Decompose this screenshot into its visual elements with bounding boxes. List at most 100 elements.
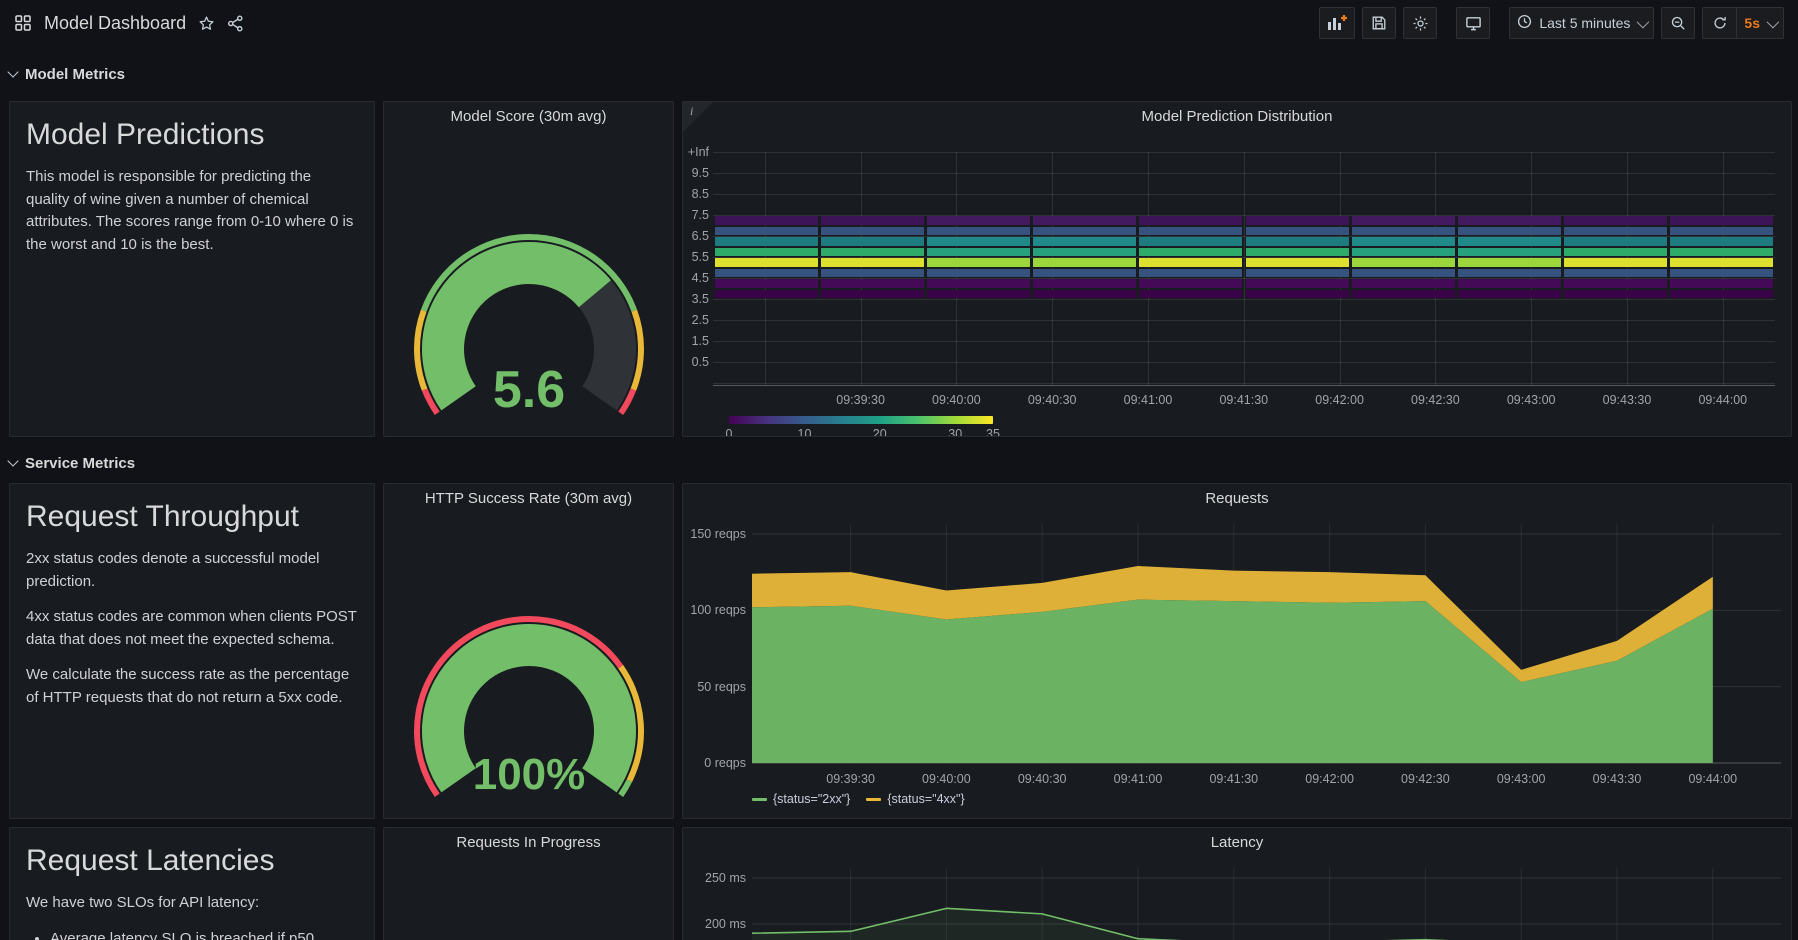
heatmap-cell[interactable] (820, 216, 924, 225)
heatmap-cell[interactable] (1139, 258, 1243, 267)
heatmap-cell[interactable] (1351, 247, 1455, 256)
heatmap-cell[interactable] (1670, 226, 1774, 235)
heatmap-cell[interactable] (1351, 237, 1455, 246)
section-model-metrics[interactable]: Model Metrics (7, 60, 1789, 88)
time-range-picker[interactable]: Last 5 minutes (1509, 7, 1655, 39)
prediction-distribution-heatmap[interactable]: +Inf 9.5 8.5 7.5 6.5 5.5 4.5 3.5 2.5 1.5 0.5 09:39:… (683, 102, 1791, 436)
heatmap-cell[interactable] (1139, 289, 1243, 298)
heatmap-cell[interactable] (714, 247, 818, 256)
heatmap-cell[interactable] (1245, 226, 1349, 235)
heatmap-cell[interactable] (1564, 237, 1668, 246)
panel-title[interactable]: Latency (1210, 834, 1264, 851)
heatmap-cell[interactable] (820, 247, 924, 256)
heatmap-cell[interactable] (820, 289, 924, 298)
heatmap-cell[interactable] (1564, 258, 1668, 267)
heatmap-cell[interactable] (714, 279, 818, 288)
heatmap-cell[interactable] (1245, 258, 1349, 267)
heatmap-cell[interactable] (1245, 237, 1349, 246)
section-service-metrics[interactable]: Service Metrics (7, 449, 1789, 477)
heatmap-cell[interactable] (714, 216, 818, 225)
heatmap-cell[interactable] (1564, 289, 1668, 298)
heatmap-cell[interactable] (1245, 268, 1349, 277)
heatmap-cell[interactable] (714, 258, 818, 267)
heatmap-cell[interactable] (1670, 258, 1774, 267)
heatmap-cell[interactable] (1351, 289, 1455, 298)
apps-grid-icon[interactable] (14, 14, 32, 32)
heatmap-cell[interactable] (1351, 268, 1455, 277)
heatmap-cell[interactable] (1033, 237, 1137, 246)
heatmap-cell[interactable] (1033, 226, 1137, 235)
heatmap-cell[interactable] (926, 237, 1031, 246)
heatmap-cell[interactable] (1033, 289, 1137, 298)
heatmap-cell[interactable] (1245, 216, 1349, 225)
heatmap-cell[interactable] (1564, 247, 1668, 256)
heatmap-cell[interactable] (1457, 279, 1562, 288)
heatmap-cell[interactable] (1033, 279, 1137, 288)
heatmap-cell[interactable] (1457, 226, 1562, 235)
heatmap-cell[interactable] (1457, 216, 1562, 225)
heatmap-cell[interactable] (926, 279, 1031, 288)
heatmap-cell[interactable] (1139, 226, 1243, 235)
zoom-out-button[interactable] (1661, 7, 1696, 39)
latency-chart[interactable]: 250 ms 200 ms (683, 828, 1791, 940)
refresh-interval-dropdown[interactable]: 5s (1736, 7, 1784, 39)
heatmap-cell[interactable] (1457, 247, 1562, 256)
heatmap-cell[interactable] (926, 247, 1031, 256)
heatmap-cell[interactable] (1564, 268, 1668, 277)
tv-mode-button[interactable] (1456, 7, 1491, 39)
heatmap-cell[interactable] (1351, 279, 1455, 288)
panel-title[interactable]: Requests In Progress (456, 834, 601, 851)
heatmap-cell[interactable] (1670, 279, 1774, 288)
heatmap-cell[interactable] (1564, 216, 1668, 225)
heatmap-cell[interactable] (1351, 258, 1455, 267)
share-icon[interactable] (227, 15, 244, 32)
heatmap-cell[interactable] (1033, 268, 1137, 277)
save-dashboard-button[interactable] (1362, 7, 1397, 39)
heatmap-cell[interactable] (820, 258, 924, 267)
heatmap-cell[interactable] (1139, 247, 1243, 256)
heatmap-cell[interactable] (926, 268, 1031, 277)
heatmap-cell[interactable] (1564, 226, 1668, 235)
panel-title[interactable]: Model Prediction Distribution (1141, 108, 1333, 125)
panel-title[interactable]: Requests (1205, 490, 1269, 507)
heatmap-cell[interactable] (1245, 247, 1349, 256)
heatmap-cell[interactable] (1245, 289, 1349, 298)
success-rate-gauge[interactable]: 100% (384, 514, 673, 814)
heatmap-cell[interactable] (714, 226, 818, 235)
heatmap-cell[interactable] (1564, 279, 1668, 288)
heatmap-cell[interactable] (1139, 268, 1243, 277)
heatmap-cell[interactable] (714, 289, 818, 298)
legend-item[interactable]: {status="2xx"} (752, 792, 850, 806)
legend-item[interactable]: {status="4xx"} (866, 792, 965, 806)
dashboard-settings-button[interactable] (1403, 7, 1438, 39)
heatmap-cell[interactable] (1670, 247, 1774, 256)
heatmap-cell[interactable] (820, 237, 924, 246)
heatmap-cell[interactable] (1457, 258, 1562, 267)
heatmap-cell[interactable] (1670, 268, 1774, 277)
heatmap-cell[interactable] (1670, 216, 1774, 225)
heatmap-cell[interactable] (1033, 258, 1137, 267)
add-panel-button[interactable] (1319, 7, 1356, 39)
panel-info-corner[interactable] (683, 102, 713, 132)
heatmap-cell[interactable] (1033, 216, 1137, 225)
dashboard-title[interactable]: Model Dashboard (44, 12, 187, 33)
heatmap-cell[interactable] (1245, 279, 1349, 288)
heatmap-cell[interactable] (926, 226, 1031, 235)
heatmap-cell[interactable] (714, 237, 818, 246)
heatmap-cell[interactable] (1351, 226, 1455, 235)
panel-title[interactable]: Model Score (30m avg) (450, 108, 607, 125)
heatmap-cell[interactable] (1457, 237, 1562, 246)
heatmap-cell[interactable] (820, 279, 924, 288)
heatmap-cell[interactable] (820, 268, 924, 277)
heatmap-cell[interactable] (1351, 216, 1455, 225)
refresh-button[interactable] (1702, 7, 1737, 39)
heatmap-cell[interactable] (714, 268, 818, 277)
panel-title[interactable]: HTTP Success Rate (30m avg) (424, 490, 633, 507)
heatmap-cell[interactable] (926, 216, 1031, 225)
heatmap-cell[interactable] (1457, 289, 1562, 298)
heatmap-cell[interactable] (1033, 247, 1137, 256)
heatmap-cell[interactable] (1139, 237, 1243, 246)
model-score-gauge[interactable]: 5.6 (384, 132, 673, 432)
star-icon[interactable] (198, 15, 215, 32)
requests-chart[interactable]: 0 reqps 50 reqps 100 reqps 150 reqps 09:39:3… (683, 484, 1791, 818)
